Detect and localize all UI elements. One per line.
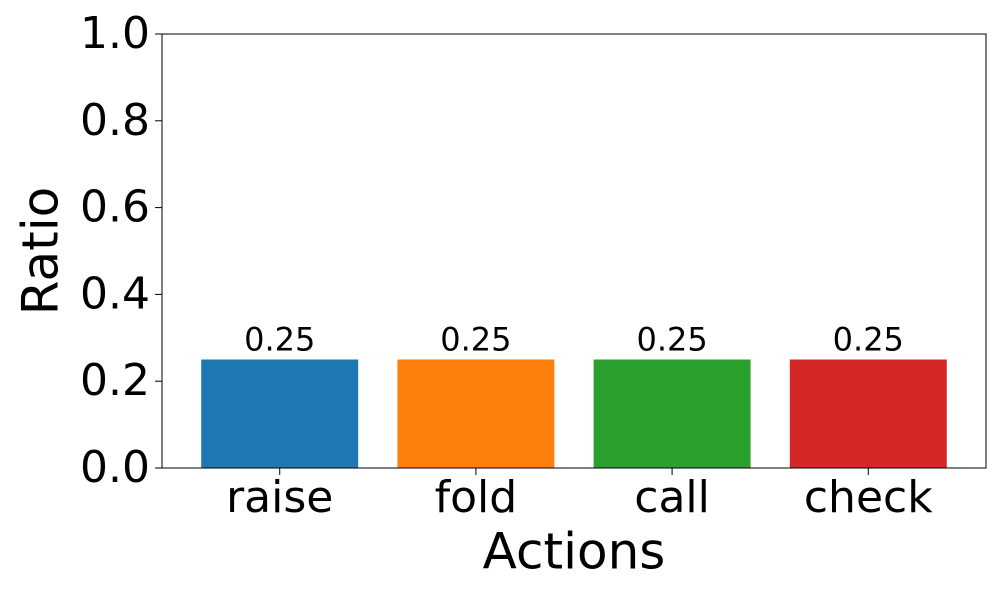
x-tick-label: fold xyxy=(435,472,518,523)
value-label: 0.25 xyxy=(636,321,707,359)
bar xyxy=(397,359,555,468)
y-tick-label: 0.2 xyxy=(80,355,150,406)
x-axis-label: Actions xyxy=(483,523,666,581)
bar xyxy=(593,359,751,468)
x-tick-label: raise xyxy=(226,472,333,523)
y-tick-label: 1.0 xyxy=(80,8,150,59)
bar xyxy=(789,359,947,468)
value-label: 0.25 xyxy=(440,321,511,359)
y-tick-label: 0.0 xyxy=(80,442,150,493)
x-tick-label: check xyxy=(804,472,933,523)
bar xyxy=(201,359,359,468)
x-tick-label: call xyxy=(634,472,710,523)
value-label: 0.25 xyxy=(833,321,904,359)
y-tick-label: 0.6 xyxy=(80,182,150,233)
y-tick-label: 0.8 xyxy=(80,95,150,146)
value-label: 0.25 xyxy=(244,321,315,359)
plot-frame xyxy=(161,33,987,469)
y-axis-label: Ratio xyxy=(12,187,70,315)
y-tick-label: 0.4 xyxy=(80,268,150,319)
